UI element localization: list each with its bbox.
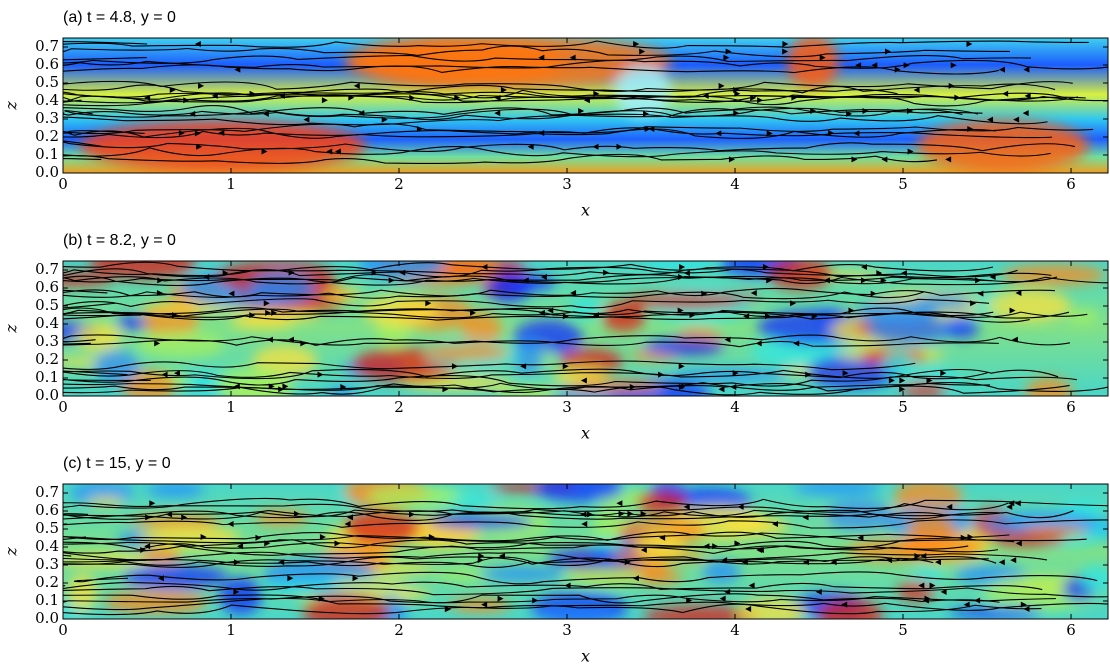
y-tick-label: 0.2 (35, 350, 59, 368)
blob (450, 598, 511, 613)
y-tick-label: 0.4 (35, 314, 59, 332)
y-axis-label: z (2, 324, 21, 334)
x-tick-label: 5 (898, 621, 908, 639)
y-tick-label: 0.6 (35, 278, 59, 296)
x-tick-label: 1 (226, 175, 236, 193)
x-tick-label: 4 (730, 398, 740, 416)
blob (366, 485, 457, 509)
field-panel (0, 35, 1110, 173)
x-tick-label: 3 (562, 175, 572, 193)
blob (488, 271, 532, 302)
panel-title: (b) t = 8.2, y = 0 (63, 232, 176, 249)
field-panel (0, 473, 1110, 631)
blob (123, 565, 229, 589)
y-tick-label: 0.1 (35, 368, 59, 386)
x-axis-label: x (581, 647, 590, 666)
y-tick-label: 0.7 (35, 483, 59, 501)
figure: (a) t = 4.8, y = 0xz01234560.00.10.20.30… (0, 0, 1110, 667)
x-tick-label: 1 (226, 398, 236, 416)
blob (787, 35, 839, 87)
x-tick-label: 4 (730, 175, 740, 193)
blob (424, 344, 510, 361)
x-tick-label: 6 (1066, 175, 1076, 193)
blob (908, 512, 955, 547)
y-tick-label: 0.3 (35, 109, 59, 127)
x-axis-label: x (581, 424, 590, 443)
x-tick-label: 2 (394, 621, 404, 639)
y-tick-label: 0.5 (35, 296, 59, 314)
blob (1024, 525, 1089, 535)
field-panel (0, 245, 1110, 408)
x-tick-label: 5 (898, 175, 908, 193)
y-tick-label: 0.1 (35, 591, 59, 609)
blob (637, 569, 683, 584)
x-tick-label: 2 (394, 398, 404, 416)
y-tick-label: 0.5 (35, 73, 59, 91)
blob (535, 609, 616, 619)
y-tick-label: 0.0 (35, 163, 59, 181)
y-tick-label: 0.4 (35, 537, 59, 555)
y-tick-label: 0.6 (35, 501, 59, 519)
blob (479, 566, 565, 582)
blob (76, 323, 122, 351)
y-tick-label: 0.1 (35, 145, 59, 163)
y-axis-label: z (2, 101, 21, 111)
y-tick-label: 0.4 (35, 91, 59, 109)
x-tick-label: 1 (226, 621, 236, 639)
x-tick-label: 3 (562, 398, 572, 416)
x-tick-label: 4 (730, 621, 740, 639)
panel-title: (a) t = 4.8, y = 0 (63, 9, 176, 26)
blob (220, 577, 263, 615)
blob (866, 317, 954, 344)
y-tick-label: 0.3 (35, 332, 59, 350)
blob (137, 331, 224, 358)
y-tick-label: 0.0 (35, 386, 59, 404)
y-tick-label: 0.7 (35, 37, 59, 55)
x-tick-label: 0 (58, 175, 68, 193)
y-tick-label: 0.0 (35, 609, 59, 627)
x-tick-label: 6 (1066, 621, 1076, 639)
y-tick-label: 0.7 (35, 260, 59, 278)
x-tick-label: 3 (562, 621, 572, 639)
blob (332, 579, 410, 590)
y-tick-label: 0.2 (35, 573, 59, 591)
blob (535, 473, 624, 501)
blob (644, 338, 724, 355)
panel-title: (c) t = 15, y = 0 (63, 455, 171, 472)
y-axis-label: z (2, 547, 21, 557)
x-tick-label: 5 (898, 398, 908, 416)
x-tick-label: 6 (1066, 398, 1076, 416)
y-tick-label: 0.3 (35, 555, 59, 573)
y-tick-label: 0.2 (35, 127, 59, 145)
blob (794, 481, 881, 496)
x-tick-label: 0 (58, 398, 68, 416)
x-tick-label: 0 (58, 621, 68, 639)
x-tick-label: 2 (394, 175, 404, 193)
blob (1066, 308, 1099, 324)
y-tick-label: 0.6 (35, 55, 59, 73)
y-tick-label: 0.5 (35, 519, 59, 537)
x-axis-label: x (581, 201, 590, 220)
